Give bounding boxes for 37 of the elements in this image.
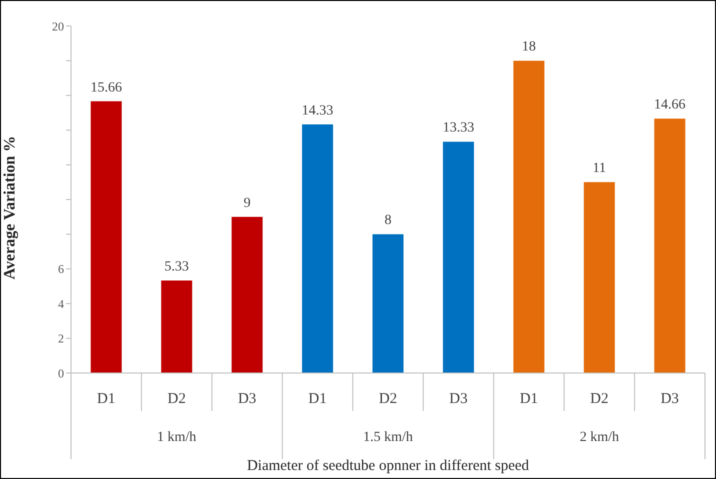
bar (90, 101, 122, 373)
data-label: 18 (522, 40, 536, 55)
y-tick-label: 4 (58, 296, 64, 311)
data-label: 8 (384, 213, 392, 228)
data-label: 14.66 (654, 98, 686, 113)
y-tick-label: 6 (58, 262, 64, 276)
data-label: 14.33 (302, 103, 334, 118)
data-label: 5.33 (164, 260, 189, 275)
x-axis-title: Diameter of seedtube opnner in different speed (246, 458, 530, 474)
data-label: 9 (244, 196, 251, 211)
data-label: 15.66 (90, 80, 122, 96)
data-label: 13.33 (442, 120, 474, 136)
text: 1.5 km/h (363, 430, 413, 445)
x-tick-label: D1 (308, 391, 327, 407)
bar (513, 60, 544, 373)
bar (442, 142, 474, 373)
text: 1 km/h (157, 430, 196, 445)
y-tick-label: 0 (58, 366, 64, 380)
data-label: 11 (592, 161, 606, 176)
x-tick-label: D1 (520, 391, 538, 407)
bar (161, 280, 192, 373)
y-tick-label: 20 (52, 19, 64, 34)
x-tick-label: D3 (238, 391, 256, 407)
bar (302, 124, 334, 373)
x-tick-label: D2 (590, 391, 609, 407)
x-tick-label: D3 (449, 391, 468, 407)
y-axis-title: Average Variation % (2, 136, 19, 280)
x-tick-label: D1 (97, 391, 116, 407)
x-tick-label: D2 (378, 391, 398, 407)
x-tick-label: D3 (660, 391, 679, 407)
bar (584, 182, 615, 373)
bar (232, 216, 263, 373)
x-tick-label: D2 (167, 391, 186, 407)
bar (372, 234, 404, 373)
y-tick-label: 2 (58, 332, 64, 346)
bar (654, 118, 686, 373)
text: 2 km/h (580, 430, 619, 445)
